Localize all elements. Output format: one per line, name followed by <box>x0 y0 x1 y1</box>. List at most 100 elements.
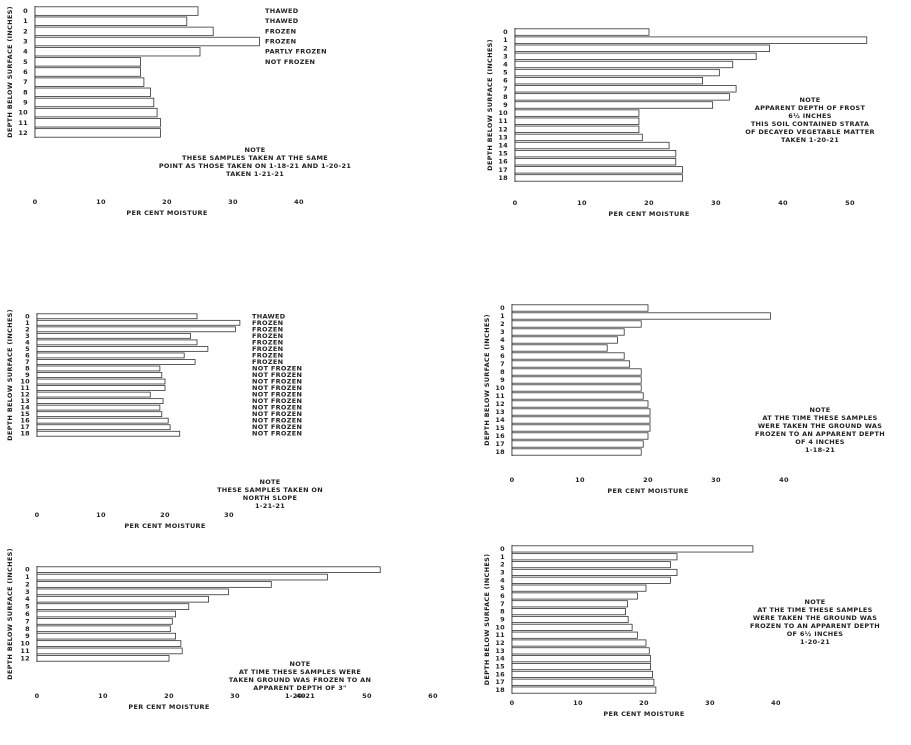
bar <box>514 85 737 93</box>
bar <box>514 36 868 44</box>
bar <box>34 107 158 118</box>
status-label: NOT FROZEN <box>252 391 302 399</box>
y-tick-label: 6 <box>25 351 30 359</box>
bar <box>511 615 629 624</box>
note-line: NOTE <box>244 146 265 154</box>
bar <box>514 117 640 125</box>
y-tick-label: 12 <box>495 400 505 408</box>
x-tick-label: 40 <box>778 199 788 207</box>
y-tick-label: 5 <box>500 584 505 592</box>
status-label: NOT FROZEN <box>252 364 302 372</box>
status-label: THAWED <box>265 17 299 25</box>
note-line: POINT AS THOSE TAKEN ON 1-18-21 AND 1-20… <box>159 162 351 170</box>
bar <box>36 610 177 618</box>
bar <box>36 430 181 437</box>
x-tick-label: 30 <box>711 476 721 484</box>
note-line: AT TIME THESE SAMPLES WERE <box>239 668 361 676</box>
bar <box>511 686 657 694</box>
y-tick-label: 7 <box>500 600 505 608</box>
status-label: NOT FROZEN <box>252 430 302 438</box>
x-tick-label: 0 <box>513 199 518 207</box>
y-tick-label: 4 <box>25 595 30 603</box>
y-tick-label: 7 <box>25 617 30 625</box>
y-tick-label: 1 <box>23 17 28 25</box>
note-line: TAKEN 1-21-21 <box>226 170 284 178</box>
y-tick-label: 16 <box>495 670 505 678</box>
bar <box>511 631 638 639</box>
bar <box>511 336 618 344</box>
bar <box>514 174 683 182</box>
y-tick-label: 13 <box>498 133 508 141</box>
bar <box>511 392 644 400</box>
y-tick-label: 3 <box>500 328 505 336</box>
note-line: NOTE <box>804 598 825 606</box>
bar <box>36 632 177 640</box>
y-axis-label: DEPTH BELOW SURFACE (INCHES) <box>483 554 491 686</box>
bar <box>511 561 671 569</box>
bar <box>36 313 198 320</box>
bar <box>511 655 652 663</box>
y-tick-label: 0 <box>23 7 28 15</box>
note-line: OF 4 INCHES <box>795 438 845 446</box>
x-tick-label: 10 <box>573 699 583 707</box>
y-axis-label: DEPTH BELOW SURFACE (INCHES) <box>483 314 491 446</box>
y-tick-label: 11 <box>495 631 505 639</box>
y-tick-label: 12 <box>20 391 30 399</box>
bar <box>511 424 651 432</box>
bar <box>511 320 642 328</box>
status-label: NOT FROZEN <box>252 417 302 425</box>
x-tick-label: 30 <box>230 692 240 700</box>
bar <box>511 432 649 440</box>
y-tick-label: 17 <box>495 678 505 686</box>
status-label: FROZEN <box>265 38 296 46</box>
note-line: 1-20-21 <box>800 638 830 646</box>
bar <box>34 47 201 57</box>
y-tick-label: 9 <box>500 616 505 624</box>
x-tick-label: 20 <box>643 476 653 484</box>
y-tick-label: 2 <box>23 27 28 35</box>
status-label: NOT FROZEN <box>252 371 302 379</box>
y-tick-label: 1 <box>500 312 505 320</box>
y-tick-label: 1 <box>25 319 30 327</box>
status-label: FROZEN <box>252 351 283 359</box>
bar <box>511 576 671 584</box>
y-tick-label: 18 <box>20 430 30 438</box>
x-axis-label: PER CENT MOISTURE <box>607 487 688 495</box>
x-tick-label: 40 <box>771 699 781 707</box>
note-line: FROZEN TO AN APPARENT DEPTH <box>750 622 880 630</box>
bar <box>514 52 757 61</box>
y-tick-label: 4 <box>25 338 30 346</box>
x-tick-label: 10 <box>575 476 585 484</box>
bar <box>514 133 643 142</box>
y-tick-label: 14 <box>498 142 508 150</box>
x-axis-label: PER CENT MOISTURE <box>126 209 207 217</box>
bar <box>511 312 771 320</box>
bar <box>36 595 210 603</box>
status-label: FROZEN <box>252 345 283 353</box>
status-label: NOT FROZEN <box>265 58 315 66</box>
x-tick-label: 20 <box>639 699 649 707</box>
bar <box>36 352 185 359</box>
bar <box>514 109 640 117</box>
bar <box>34 26 214 37</box>
bar <box>511 304 649 312</box>
x-tick-label: 20 <box>160 511 170 519</box>
y-tick-label: 9 <box>25 371 30 379</box>
bar <box>34 67 141 77</box>
bar <box>36 398 164 404</box>
y-tick-label: 12 <box>495 639 505 647</box>
bar <box>34 97 155 108</box>
bar <box>34 128 161 138</box>
bar <box>511 352 625 360</box>
x-tick-label: 60 <box>428 692 438 700</box>
y-tick-label: 2 <box>503 44 508 52</box>
bar <box>511 592 638 600</box>
y-axis-label: DEPTH BELOW SURFACE (INCHES) <box>486 39 494 171</box>
bar <box>511 376 642 384</box>
y-axis-label: DEPTH BELOW SURFACE (INCHES) <box>6 548 14 680</box>
bar <box>511 670 653 678</box>
status-label: FROZEN <box>265 27 296 35</box>
bar <box>514 101 714 109</box>
y-tick-label: 10 <box>495 623 505 631</box>
x-tick-label: 40 <box>779 476 789 484</box>
